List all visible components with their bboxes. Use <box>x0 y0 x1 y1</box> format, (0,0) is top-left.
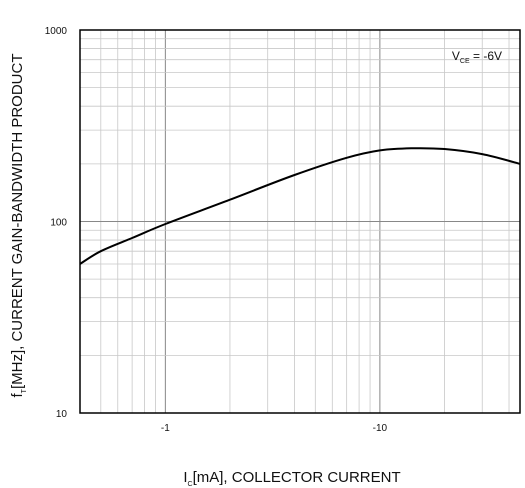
y-axis-label-rest: [MHz], CURRENT GAIN-BANDWIDTH PRODUCT <box>9 53 26 389</box>
x-axis-label-base: I <box>183 469 187 486</box>
x-tick-labels: -1 -10 <box>161 423 388 434</box>
y-tick-labels: 1000 100 10 <box>45 26 68 420</box>
y-axis-label: fT[MHz], CURRENT GAIN-BANDWIDTH PRODUCT <box>9 53 28 397</box>
curve-layer <box>79 147 521 265</box>
annotation-sub: CE <box>460 58 470 65</box>
vce-annotation: VCE = -6V <box>452 49 502 65</box>
plot-frame <box>79 29 521 414</box>
y-tick-label: 10 <box>56 409 68 420</box>
annotation-rest: = -6V <box>470 49 502 63</box>
x-axis-label-rest: [mA], COLLECTOR CURRENT <box>193 469 401 486</box>
grid <box>79 30 520 413</box>
y-tick-label: 100 <box>50 218 67 229</box>
y-axis-label-base: f <box>9 393 26 398</box>
x-axis-label-sub: C <box>188 481 193 488</box>
ft-curve <box>79 147 521 265</box>
x-tick-label: -10 <box>373 423 388 434</box>
x-axis-label: IC[mA], COLLECTOR CURRENT <box>183 469 400 488</box>
annotation-base: V <box>452 49 460 63</box>
y-tick-label: 1000 <box>45 26 68 37</box>
y-axis-label-sub: T <box>21 388 28 393</box>
x-tick-label: -1 <box>161 423 170 434</box>
